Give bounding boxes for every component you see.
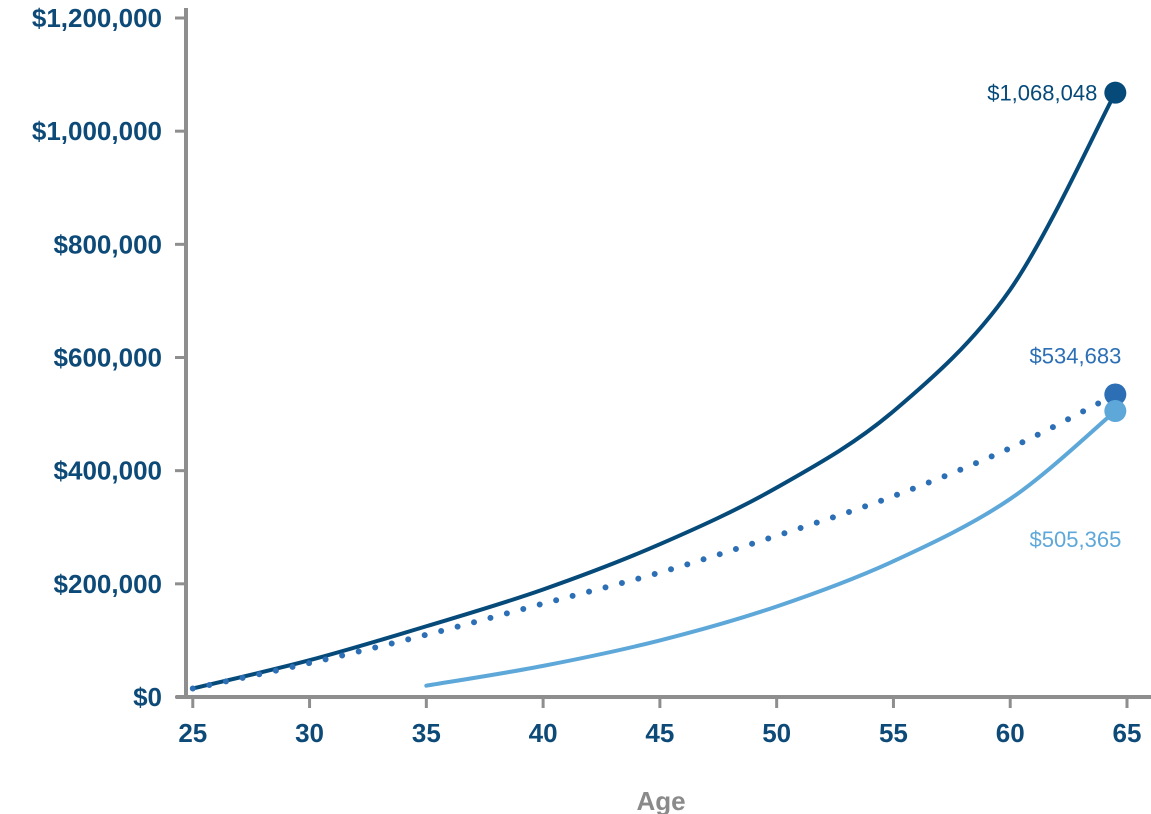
series-end-marker-3 bbox=[1104, 400, 1127, 423]
x-tick-label: 25 bbox=[178, 718, 207, 748]
y-tick-label: $400,000 bbox=[54, 456, 162, 486]
x-tick-label: 45 bbox=[645, 718, 674, 748]
y-tick-label: $600,000 bbox=[54, 343, 162, 373]
series-line-1 bbox=[190, 90, 1118, 691]
y-tick-label: $0 bbox=[133, 682, 162, 712]
x-tick-label: 35 bbox=[412, 718, 441, 748]
x-tick-label: 30 bbox=[295, 718, 324, 748]
axes-layer bbox=[176, 8, 1151, 699]
series-layer bbox=[189, 81, 1127, 692]
series-line-2 bbox=[189, 391, 1119, 692]
series-end-label-3: $505,365 bbox=[1030, 527, 1122, 552]
ticks-layer: $0 $200,000 $400,000 $600,000 $800,000 $1,000… bbox=[32, 3, 1142, 748]
series-end-marker-2 bbox=[1104, 383, 1127, 406]
y-tick-label: $800,000 bbox=[54, 229, 162, 259]
x-tick-label: 55 bbox=[879, 718, 908, 748]
series-line-3 bbox=[424, 409, 1118, 688]
x-tick-label: 65 bbox=[1113, 718, 1142, 748]
x-tick-label: 40 bbox=[529, 718, 558, 748]
x-axis-title: Age bbox=[636, 786, 685, 814]
y-tick-label: $1,000,000 bbox=[32, 116, 162, 146]
series-end-marker-1 bbox=[1104, 81, 1127, 104]
y-tick-label: $200,000 bbox=[54, 569, 162, 599]
series-end-label-1: $1,068,048 bbox=[987, 81, 1097, 106]
x-tick-label: 50 bbox=[762, 718, 791, 748]
x-tick-label: 60 bbox=[996, 718, 1025, 748]
series-end-label-2: $534,683 bbox=[1030, 343, 1122, 368]
end-labels-layer: $1,068,048 $534,683 $505,365 bbox=[987, 81, 1121, 552]
y-tick-label: $1,200,000 bbox=[32, 3, 162, 33]
